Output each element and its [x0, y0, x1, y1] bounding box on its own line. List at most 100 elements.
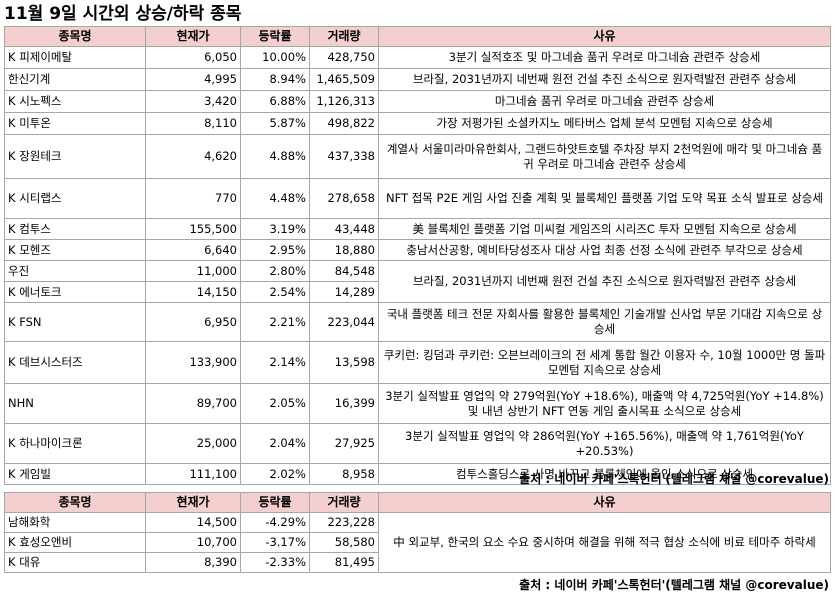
- stock-rate: 2.04%: [240, 423, 310, 464]
- stock-rate: 2.02%: [240, 463, 310, 485]
- stock-reason: 中 외교부, 한국의 요소 수요 중시하며 해결을 위해 적극 협상 소식에 비…: [378, 512, 831, 573]
- header-price: 현재가: [145, 26, 241, 47]
- stock-price: 8,390: [145, 552, 241, 573]
- stock-price: 4,620: [145, 134, 241, 179]
- stock-volume: 81,495: [309, 552, 379, 573]
- stock-reason: 국내 플랫폼 테크 전문 자회사를 활용한 블록체인 기술개발 신사업 부문 기…: [378, 302, 831, 342]
- stock-volume: 18,880: [309, 239, 379, 261]
- table-row: K 시티랩스 770 4.48% 278,658 NFT 접목 P2E 게임 사…: [4, 178, 831, 219]
- stock-price: 89,700: [145, 383, 241, 424]
- table-row: K 피제이메탈 6,050 10.00% 428,750 3분기 실적호조 및 …: [4, 46, 831, 69]
- stock-name: K 모헨즈: [4, 239, 146, 261]
- stock-rate: -3.17%: [240, 532, 310, 553]
- table-row: K 컴투스 155,500 3.19% 43,448 美 블록체인 플랫폼 기업…: [4, 218, 831, 240]
- stock-reason: 컴투스홀딩스로 사명 바꾸고 블록체인에 올인 소식으로 상승세: [378, 463, 831, 485]
- stock-reason: 3분기 실적발표 영업익 약 286억원(YoY +165.56%), 매출액 …: [378, 423, 831, 464]
- stock-rate: 3.19%: [240, 218, 310, 240]
- source-note: 출처 : 네이버 카페'스톡헌터'(텔레그램 채널 @corevalue): [519, 472, 829, 486]
- stock-reason: 3분기 실적호조 및 마그네슘 품귀 우려로 마그네슘 관련주 상승세: [378, 46, 831, 69]
- stock-price: 25,000: [145, 423, 241, 464]
- stock-name: K 시티랩스: [4, 178, 146, 219]
- stock-name: K 하나마이크론: [4, 423, 146, 464]
- table-row: 한신기계 4,995 8.94% 1,465,509 브라질, 2031년까지 …: [4, 68, 831, 91]
- stock-rate: -4.29%: [240, 512, 310, 533]
- table-row: 남해화학 14,500 -4.29% 223,228 中 외교부, 한국의 요소…: [4, 512, 831, 573]
- stock-rate: -2.33%: [240, 552, 310, 573]
- stock-reason: 쿠키런: 킹덤과 쿠키런: 오븐브레이크의 전 세계 통합 월간 이용자 수, …: [378, 341, 831, 384]
- stock-volume: 223,228: [309, 512, 379, 533]
- stock-rate: 4.48%: [240, 178, 310, 219]
- stock-volume: 16,399: [309, 383, 379, 424]
- stock-rate: 2.05%: [240, 383, 310, 424]
- stock-rate: 2.14%: [240, 341, 310, 384]
- stock-name: 우진: [4, 260, 146, 282]
- stock-reason: 계열사 서울미라마유한회사, 그랜드하얏트호텔 주차장 부지 2천억원에 매각 …: [378, 134, 831, 179]
- table-row: 우진 11,000 2.80% 84,548 브라질, 2031년까지 네번째 …: [4, 260, 831, 303]
- stock-price: 133,900: [145, 341, 241, 384]
- stock-name: 한신기계: [4, 68, 146, 91]
- stock-name: K FSN: [4, 302, 146, 342]
- stock-rate: 4.88%: [240, 134, 310, 179]
- stock-name: K 게임빌: [4, 463, 146, 485]
- stock-reason: 美 블록체인 플랫폼 기업 미씨컬 게임즈의 시리즈C 투자 모멘텀 지속으로 …: [378, 218, 831, 240]
- table-row: K FSN 6,950 2.21% 223,044 국내 플랫폼 테크 전문 자…: [4, 302, 831, 342]
- stock-name: NHN: [4, 383, 146, 424]
- stock-reason: 가장 저평가된 소셜카지노 메타버스 업체 분석 모멘텀 지속으로 상승세: [378, 112, 831, 135]
- page-title: 11월 9일 시간외 상승/하락 종목: [4, 4, 242, 24]
- stock-rate: 10.00%: [240, 46, 310, 69]
- stock-volume: 13,598: [309, 341, 379, 384]
- stock-volume: 58,580: [309, 532, 379, 553]
- table-row: K 모헨즈 6,640 2.95% 18,880 충남서산공항, 예비타당성조사…: [4, 239, 831, 261]
- table-header-row: 종목명 현재가 등락률 거래량 사유: [4, 26, 831, 47]
- stock-rate: 2.80%: [240, 260, 310, 282]
- stock-name: K 데브시스터즈: [4, 341, 146, 384]
- stock-price: 14,500: [145, 512, 241, 533]
- stock-volume: 1,126,313: [309, 90, 379, 113]
- table-row: K 효성오앤비 10,700 -3.17% 58,580: [4, 532, 831, 553]
- stock-rate: 2.54%: [240, 281, 310, 303]
- stock-rate: 2.21%: [240, 302, 310, 342]
- stock-name: K 에너토크: [4, 281, 146, 303]
- stock-reason: NFT 접목 P2E 게임 사업 진출 계획 및 블록체인 플랫폼 기업 도약 …: [378, 178, 831, 219]
- stock-price: 3,420: [145, 90, 241, 113]
- stock-reason: 마그네슘 품귀 우려로 마그네슘 관련주 상승세: [378, 90, 831, 113]
- table-row: K 하나마이크론 25,000 2.04% 27,925 3분기 실적발표 영업…: [4, 423, 831, 464]
- stock-rate: 5.87%: [240, 112, 310, 135]
- stock-name: K 장원테크: [4, 134, 146, 179]
- table-header-row: 종목명 현재가 등락률 거래량 사유: [4, 492, 831, 513]
- stock-name: K 피제이메탈: [4, 46, 146, 69]
- header-reason: 사유: [378, 492, 831, 513]
- stock-volume: 278,658: [309, 178, 379, 219]
- table-row: K 에너토크 14,150 2.54% 14,289: [4, 281, 831, 303]
- stock-price: 155,500: [145, 218, 241, 240]
- stock-name: K 시노펙스: [4, 90, 146, 113]
- source-note: 출처 : 네이버 카페'스톡헌터'(텔레그램 채널 @corevalue): [519, 578, 829, 592]
- stock-reason: 브라질, 2031년까지 네번째 원전 건설 추진 소식으로 원자력발전 관련주…: [378, 68, 831, 91]
- stock-reason: 충남서산공항, 예비타당성조사 대상 사업 최종 선정 소식에 관련주 부각으로…: [378, 239, 831, 261]
- stock-reason: 3분기 실적발표 영업익 약 279억원(YoY +18.6%), 매출액 약 …: [378, 383, 831, 424]
- stock-volume: 27,925: [309, 423, 379, 464]
- rise-table: 종목명 현재가 등락률 거래량 사유 K 피제이메탈 6,050 10.00% …: [4, 26, 831, 485]
- stock-price: 11,000: [145, 260, 241, 282]
- table-row: K 시노펙스 3,420 6.88% 1,126,313 마그네슘 품귀 우려로…: [4, 90, 831, 113]
- stock-volume: 43,448: [309, 218, 379, 240]
- table-row: K 미투온 8,110 5.87% 498,822 가장 저평가된 소셜카지노 …: [4, 112, 831, 135]
- stock-reason: 브라질, 2031년까지 네번째 원전 건설 추진 소식으로 원자력발전 관련주…: [378, 260, 831, 303]
- stock-price: 4,995: [145, 68, 241, 91]
- stock-name: K 미투온: [4, 112, 146, 135]
- stock-rate: 8.94%: [240, 68, 310, 91]
- stock-price: 14,150: [145, 281, 241, 303]
- stock-name: K 대유: [4, 552, 146, 573]
- stock-price: 6,950: [145, 302, 241, 342]
- stock-price: 8,110: [145, 112, 241, 135]
- stock-volume: 14,289: [309, 281, 379, 303]
- stock-rate: 6.88%: [240, 90, 310, 113]
- table-row: K 데브시스터즈 133,900 2.14% 13,598 쿠키런: 킹덤과 쿠…: [4, 341, 831, 384]
- header-rate: 등락률: [240, 492, 310, 513]
- stock-name: K 컴투스: [4, 218, 146, 240]
- header-price: 현재가: [145, 492, 241, 513]
- stock-price: 6,640: [145, 239, 241, 261]
- header-volume: 거래량: [309, 492, 379, 513]
- header-reason: 사유: [378, 26, 831, 47]
- stock-name: 남해화학: [4, 512, 146, 533]
